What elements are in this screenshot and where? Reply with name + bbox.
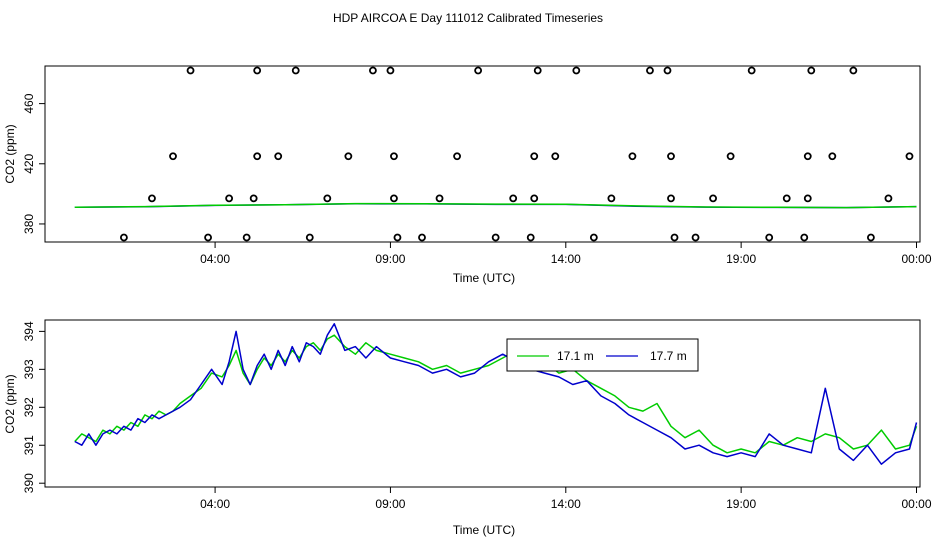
top-calibration-point	[249, 194, 258, 203]
top-calibration-point	[530, 194, 539, 203]
top-calibration-point	[274, 152, 283, 161]
top-calibration-point	[663, 66, 672, 75]
bottom-y-tick-label: 393	[22, 359, 36, 379]
top-calibration-point	[530, 152, 539, 161]
top-plot-frame	[44, 65, 921, 243]
top-axis-ticks: 04:00 09:00 14:00 19:00 00:00 380 420 460	[22, 93, 932, 266]
top-calibration-point	[148, 194, 156, 203]
top-calibration-point	[828, 152, 837, 161]
bottom-x-tick-label: 00:00	[901, 497, 931, 511]
bottom-series-lines	[74, 323, 918, 465]
top-calibration-point	[607, 194, 616, 203]
bottom-series-line-17-7-m	[74, 323, 918, 465]
top-calibration-point	[867, 233, 875, 242]
top-calibration-point	[807, 66, 816, 75]
top-calibration-point	[169, 152, 177, 161]
legend-box	[506, 338, 699, 372]
bottom-y-tick-label: 392	[22, 397, 36, 417]
top-calibration-point	[186, 66, 195, 75]
bottom-plot-frame	[44, 319, 921, 488]
top-calibration-point	[225, 194, 234, 203]
top-calibration-point	[646, 66, 654, 75]
top-calibration-point	[551, 152, 560, 161]
top-calibration-point	[393, 233, 402, 242]
top-calibration-point	[747, 66, 756, 75]
top-calibration-point	[572, 66, 581, 75]
top-calibration-point	[628, 152, 637, 161]
top-calibration-point	[905, 152, 914, 161]
top-x-tick-label: 09:00	[375, 252, 405, 266]
top-calibration-point	[709, 194, 717, 203]
bottom-y-tick-label: 394	[22, 321, 36, 341]
top-calibration-point	[435, 194, 444, 203]
bottom-x-tick-label: 14:00	[551, 497, 581, 511]
top-y-tick-label: 460	[22, 93, 36, 113]
bottom-x-tick-label: 19:00	[726, 497, 756, 511]
top-calibration-point	[670, 233, 679, 242]
bottom-x-axis-label: Time (UTC)	[453, 523, 515, 537]
top-calibration-point	[242, 233, 251, 242]
top-calibration-point	[803, 194, 812, 203]
top-y-tick-label: 380	[22, 214, 36, 234]
top-calibration-point	[323, 194, 332, 203]
top-calibration-point	[120, 233, 128, 242]
top-calibration-point	[453, 152, 461, 161]
top-calibration-point	[884, 194, 893, 203]
top-x-tick-label: 14:00	[551, 252, 581, 266]
top-calibration-point	[291, 66, 300, 75]
top-x-axis-label: Time (UTC)	[453, 271, 515, 285]
top-calibration-point	[204, 233, 212, 242]
top-calibration-point	[386, 66, 395, 75]
top-calibration-point	[782, 194, 791, 203]
top-calibration-point	[765, 233, 774, 242]
bottom-x-tick-label: 04:00	[200, 497, 230, 511]
top-calibration-point	[253, 152, 262, 161]
top-calibration-point	[726, 152, 735, 161]
legend: 17.1 m 17.7 m	[506, 338, 699, 372]
top-calibration-point	[803, 152, 812, 161]
bottom-y-tick-label: 390	[22, 473, 36, 493]
top-calibration-point	[253, 66, 262, 75]
top-y-tick-label: 420	[22, 153, 36, 173]
legend-label-17-1m: 17.1 m	[557, 349, 594, 363]
bottom-y-axis-label: CO2 (ppm)	[3, 374, 17, 433]
top-calibration-point	[305, 233, 314, 242]
top-calibration-point	[491, 233, 500, 242]
top-calibration-point	[344, 152, 353, 161]
top-calibration-point	[667, 152, 675, 161]
top-panel: 04:00 09:00 14:00 19:00 00:00 380 420 460 Time …	[3, 65, 932, 285]
top-calibration-point	[390, 194, 398, 203]
top-calibration-point	[509, 194, 518, 203]
top-calibration-point	[533, 66, 542, 75]
top-x-tick-label: 19:00	[726, 252, 756, 266]
top-calibration-point	[667, 194, 675, 203]
bottom-panel: 04:00 09:00 14:00 19:00 00:00 390 391 392 393 394…	[3, 319, 932, 537]
top-calibration-point	[418, 233, 426, 242]
top-calibration-point	[390, 152, 398, 161]
top-x-tick-label: 04:00	[200, 252, 230, 266]
top-y-axis-label: CO2 (ppm)	[3, 124, 17, 183]
bottom-x-tick-label: 09:00	[375, 497, 405, 511]
top-calibration-point	[849, 66, 858, 75]
figure-title: HDP AIRCOA E Day 111012 Calibrated Times…	[333, 11, 603, 25]
top-calibration-points	[120, 66, 914, 242]
top-calibration-point	[589, 233, 598, 242]
bottom-y-tick-label: 391	[22, 435, 36, 455]
top-series-lines	[74, 202, 917, 209]
top-x-tick-label: 00:00	[901, 252, 931, 266]
top-calibration-point	[691, 233, 700, 242]
legend-label-17-7m: 17.7 m	[650, 349, 687, 363]
top-calibration-point	[526, 233, 535, 242]
top-calibration-point	[369, 66, 377, 75]
top-series-line-17-1-m	[74, 202, 917, 209]
bottom-axis-ticks: 04:00 09:00 14:00 19:00 00:00 390 391 392 393 394	[22, 321, 932, 511]
top-calibration-point	[800, 233, 809, 242]
top-calibration-point	[474, 66, 483, 75]
